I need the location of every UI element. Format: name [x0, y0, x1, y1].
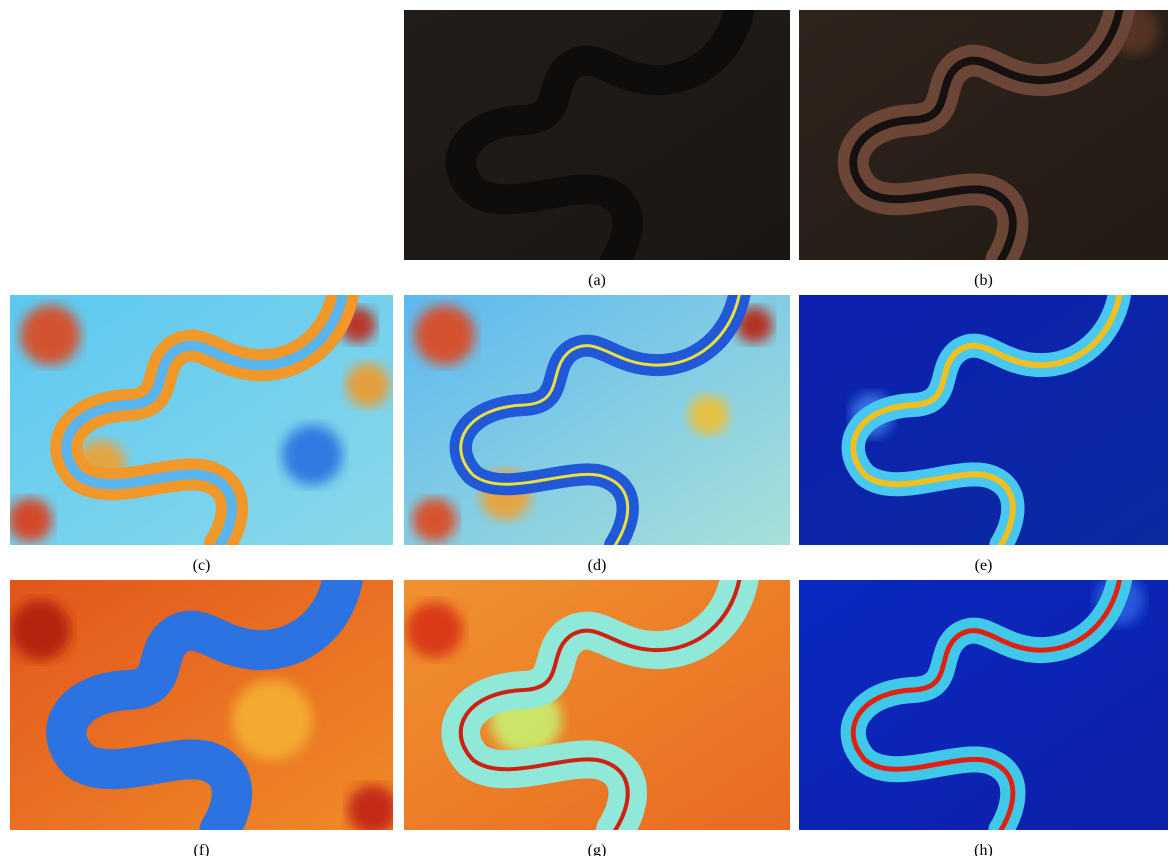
image-panel: [404, 10, 790, 260]
panel-caption: (h): [799, 842, 1168, 856]
panel-caption: (g): [404, 842, 790, 856]
image-panel: [799, 580, 1168, 830]
image-panel: [404, 295, 790, 545]
panel-caption: (d): [404, 557, 790, 575]
image-panel: [799, 10, 1168, 260]
image-panel: [10, 295, 393, 545]
image-panel: [799, 295, 1168, 545]
image-panel: [404, 580, 790, 830]
panel-caption: (f): [10, 842, 393, 856]
panel-caption: (e): [799, 557, 1168, 575]
panel-caption: (c): [10, 557, 393, 575]
image-panel: [10, 580, 393, 830]
figure: (a) (b) (c) (d) (e) (f) (g) (h): [0, 0, 1175, 856]
panel-caption: (b): [799, 272, 1168, 290]
panel-caption: (a): [404, 272, 790, 290]
